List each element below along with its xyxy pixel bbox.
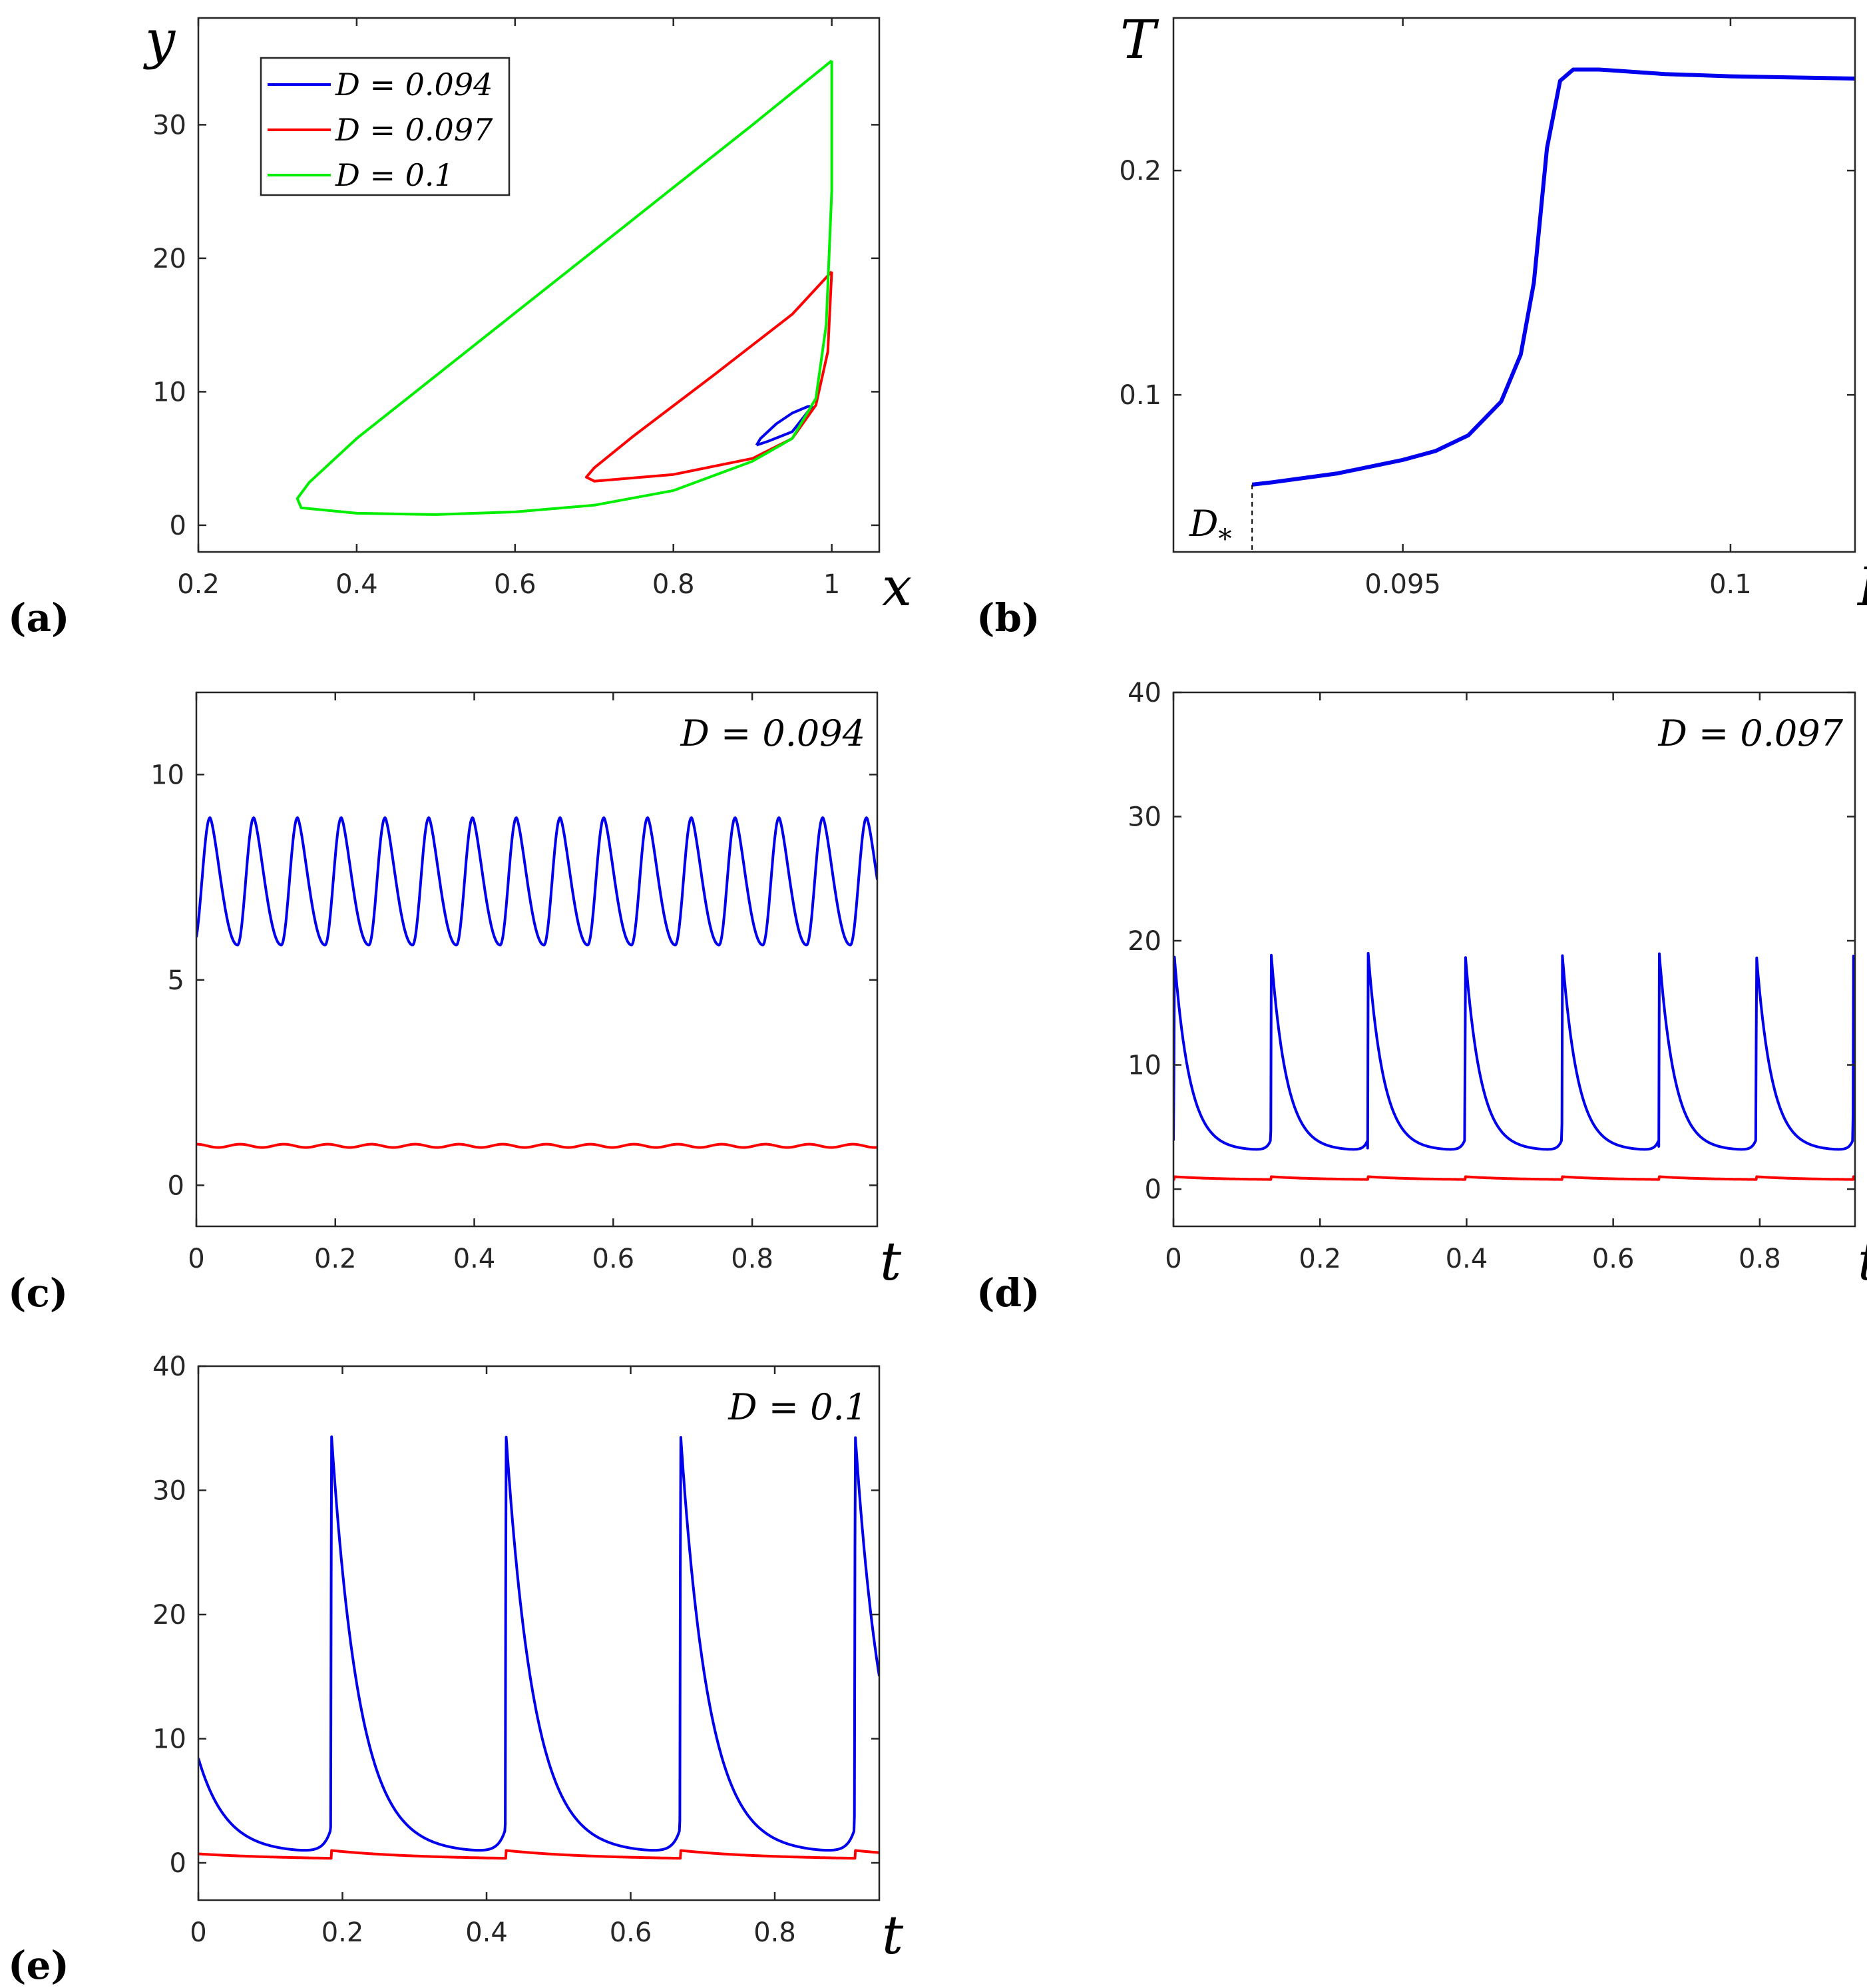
- y-axis-label: T: [1120, 9, 1159, 71]
- panel-label: (b): [976, 595, 1040, 640]
- series-line-T-D-: [1251, 67, 1855, 487]
- panel-label: (d): [976, 1270, 1040, 1316]
- panel-label: (c): [8, 1270, 68, 1316]
- x-tick-label: 0.4: [465, 1917, 508, 1948]
- x-tick-label: 0.2: [1299, 1244, 1341, 1274]
- x-tick-label: 0.1: [1709, 569, 1752, 600]
- series-line-D-0.094: [755, 405, 813, 447]
- y-tick-label: 10: [1128, 1051, 1161, 1081]
- axes-frame: [195, 691, 879, 1228]
- panel-c: 0 0.2 0.4 0.6 0.8 0 5 10 t (c) D = 0.094: [8, 691, 902, 1316]
- y-tick-label: 30: [1128, 802, 1161, 833]
- x-axis-label: t: [1858, 1230, 1867, 1292]
- axes-frame: [1172, 691, 1856, 1228]
- y-tick-label: 0.2: [1119, 156, 1161, 186]
- legend-entry: D = 0.094: [335, 67, 493, 103]
- x-tick-label: 0.6: [610, 1917, 652, 1948]
- series-line-y: [1173, 951, 1855, 1151]
- panel-annotation: D = 0.097: [1658, 712, 1844, 754]
- x-tick-label: 1: [823, 569, 840, 600]
- series-line-D-0.097: [584, 270, 833, 483]
- panel-annotation: D = 0.1: [727, 1386, 867, 1428]
- y-tick-label: 10: [150, 760, 184, 790]
- y-tick-label: 20: [152, 244, 186, 274]
- y-tick-label: 0: [168, 1170, 184, 1201]
- x-tick-label: 0.8: [731, 1244, 773, 1274]
- panel-b: 0.095 0.1 0.1 0.2 D T (b) D*: [976, 9, 1867, 640]
- x-axis-label: t: [880, 1230, 902, 1292]
- x-tick-label: 0.2: [314, 1244, 357, 1274]
- x-axis-label: D: [1856, 556, 1867, 618]
- x-tick-label: 0.2: [321, 1917, 364, 1948]
- x-tick-label: 0.4: [335, 569, 378, 600]
- x-tick-label: 0: [188, 1244, 204, 1274]
- series-line-y: [196, 816, 877, 947]
- x-tick-label: 0.6: [494, 569, 536, 600]
- series-line-y: [198, 1435, 879, 1852]
- panel-label: (e): [8, 1943, 69, 1988]
- x-axis-label: x: [882, 556, 912, 618]
- y-tick-label: 30: [152, 1476, 186, 1507]
- panel-label: (a): [8, 595, 69, 640]
- axes-frame: [1172, 17, 1856, 553]
- y-tick-label: 0.1: [1119, 380, 1161, 411]
- axes-frame: [197, 17, 881, 553]
- x-tick-label: 0: [1165, 1244, 1181, 1274]
- threshold-label: D*: [1189, 503, 1231, 555]
- y-tick-label: 5: [168, 965, 184, 996]
- axes-frame: [197, 1365, 881, 1901]
- y-tick-label: 0: [170, 1848, 186, 1879]
- panel-annotation: D = 0.094: [680, 712, 865, 754]
- series-line-D-0.1: [296, 59, 833, 516]
- series-line-x: [198, 1849, 879, 1860]
- legend-entry: D = 0.1: [335, 157, 454, 193]
- x-tick-label: 0.4: [1446, 1244, 1488, 1274]
- legend-entry: D = 0.097: [335, 112, 493, 148]
- x-tick-label: 0: [190, 1917, 206, 1948]
- series-line-x: [196, 1142, 877, 1149]
- x-tick-label: 0.8: [1739, 1244, 1781, 1274]
- y-tick-label: 20: [1128, 926, 1161, 957]
- y-tick-label: 0: [170, 511, 186, 541]
- y-tick-label: 40: [1128, 678, 1161, 708]
- y-tick-label: 10: [152, 377, 186, 407]
- y-tick-label: 40: [152, 1352, 186, 1382]
- panel-e: 0 0.2 0.4 0.6 0.8 0 10 20 30 40 t (e) D = 0.1: [8, 1352, 904, 1988]
- x-tick-label: 0.2: [177, 569, 220, 600]
- x-tick-label: 0.6: [1592, 1244, 1635, 1274]
- panel-d: 0 0.2 0.4 0.6 0.8 0 10 20 30 40 t (d) D = 0.097: [976, 678, 1867, 1316]
- x-tick-label: 0.095: [1364, 569, 1441, 600]
- y-tick-label: 10: [152, 1724, 186, 1755]
- x-tick-label: 0.8: [652, 569, 695, 600]
- y-tick-label: 30: [152, 110, 186, 140]
- x-tick-label: 0.4: [453, 1244, 496, 1274]
- y-tick-label: 20: [152, 1600, 186, 1630]
- x-tick-label: 0.8: [753, 1917, 796, 1948]
- legend-box: [260, 57, 511, 196]
- series-line-x: [1173, 1175, 1855, 1181]
- x-tick-label: 0.6: [592, 1244, 635, 1274]
- x-axis-label: t: [882, 1904, 904, 1966]
- y-axis-label: y: [143, 9, 176, 71]
- y-tick-label: 0: [1145, 1174, 1161, 1205]
